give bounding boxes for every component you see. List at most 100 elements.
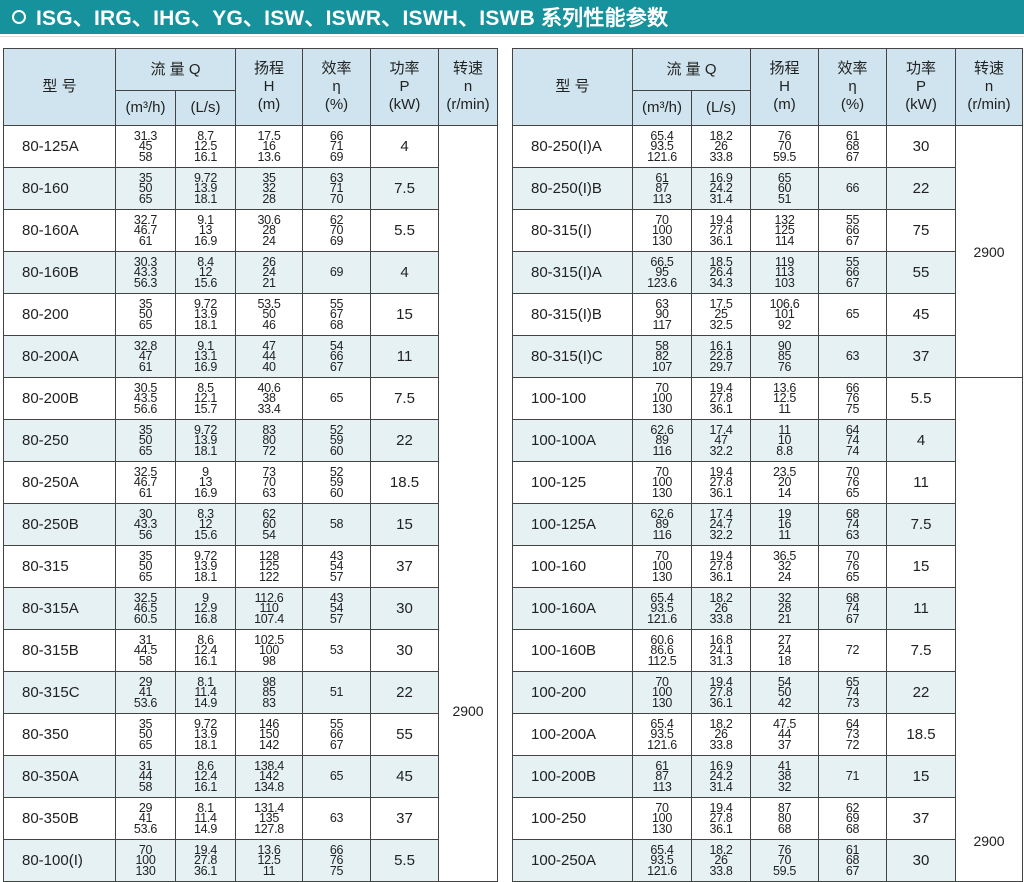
flow-m3h-cell-value: 100 xyxy=(652,685,672,700)
flow-m3h-cell: 30.5 43.5 56.6 xyxy=(115,377,176,420)
head-cell-value: 92 xyxy=(777,317,792,332)
flow-m3h-cell: 62.6 89 116 xyxy=(632,419,692,462)
flow-m3h-cell: 70 100 130 xyxy=(632,797,692,840)
header-flow: 流 量 Q xyxy=(114,48,237,91)
table-row: 100-160 70 100 130 19.4 27.8 36.1 36.5 32 24 70 76 6… xyxy=(512,545,1023,588)
header-eff-symbol: η xyxy=(332,78,341,95)
flow-m3h-cell: 32.5 46.7 61 xyxy=(115,461,176,504)
flow-ls-cell: 9.1 13.1 16.9 xyxy=(174,335,237,378)
head-cell-value: 47.5 xyxy=(772,716,797,731)
flow-ls-cell-value: 36.1 xyxy=(709,485,733,500)
head-cell-value: 54 xyxy=(262,527,276,542)
flow-ls-cell-value: 12.4 xyxy=(193,643,218,658)
model-cell: 100-125 xyxy=(512,461,633,504)
flow-m3h-cell-value: 61 xyxy=(655,758,669,773)
power-cell: 5.5 xyxy=(370,839,440,882)
efficiency-cell-value: 67 xyxy=(845,275,860,290)
model-cell: 80-250 xyxy=(3,419,116,462)
efficiency-cell-value: 68 xyxy=(845,506,860,521)
flow-ls-cell: 9.72 13.9 18.1 xyxy=(174,167,237,210)
efficiency-cell-value: 52 xyxy=(329,422,344,437)
flow-m3h-cell-value: 46.5 xyxy=(133,601,158,616)
power-cell: 15 xyxy=(370,293,440,336)
header-flow-m3h: (m³/h) xyxy=(115,90,176,126)
table-row: 80-250 35 50 65 9.72 13.9 18.1 83 80 72 52 59 60 22 xyxy=(3,419,498,462)
flow-m3h-cell: 70 100 130 xyxy=(115,839,176,882)
flow-m3h-cell-value: 65 xyxy=(138,737,153,752)
efficiency-cell: 65 xyxy=(302,755,372,798)
flow-m3h-cell-value: 121.6 xyxy=(647,863,677,878)
flow-m3h-cell: 65.4 93.5 121.6 xyxy=(632,125,692,168)
efficiency-cell-value: 65 xyxy=(845,674,860,689)
table-row: 80-160A 32.7 46.7 61 9.1 13 16.9 30.6 28 24 62 70 69… xyxy=(3,209,498,252)
head-cell: 102.5 100 98 xyxy=(235,629,304,672)
head-cell-value: 134.8 xyxy=(254,779,284,794)
power-cell: 4 xyxy=(370,125,440,168)
flow-ls-cell-value: 27.8 xyxy=(709,811,733,826)
flow-ls-cell-value: 16.9 xyxy=(709,170,733,185)
efficiency-cell-value: 58 xyxy=(329,517,344,532)
flow-ls-cell: 19.4 27.8 36.1 xyxy=(690,461,752,504)
flow-ls-cell-value: 13.9 xyxy=(193,727,218,742)
efficiency-cell: 70 76 65 xyxy=(818,461,888,504)
efficiency-cell: 66 76 75 xyxy=(818,377,888,420)
efficiency-cell-value: 59 xyxy=(329,475,344,490)
head-cell-value: 33.4 xyxy=(257,401,281,416)
model-cell: 100-200B xyxy=(512,755,633,798)
head-cell-value: 83 xyxy=(262,422,276,437)
flow-ls-cell-value: 16.1 xyxy=(193,779,218,794)
head-cell-value: 32 xyxy=(777,590,792,605)
flow-ls-cell: 16.9 24.2 31.4 xyxy=(690,167,752,210)
flow-ls-cell-value: 18.1 xyxy=(193,569,218,584)
flow-ls-cell-value: 12.5 xyxy=(193,139,218,154)
efficiency-cell-value: 67 xyxy=(329,359,344,374)
header-eff-label: 效率 xyxy=(837,60,868,77)
header-head-symbol: H xyxy=(263,78,275,95)
flow-m3h-cell-value: 100 xyxy=(652,811,672,826)
efficiency-cell-value: 66 xyxy=(329,349,344,364)
head-cell-value: 63 xyxy=(262,485,276,500)
efficiency-cell-value: 51 xyxy=(329,685,344,700)
section-title: ISG、IRG、IHG、YG、ISW、ISWR、ISWH、ISWB 系列性能参数 xyxy=(36,7,669,30)
flow-m3h-cell-value: 65.4 xyxy=(650,716,674,731)
efficiency-cell-value: 57 xyxy=(329,569,344,584)
efficiency-cell: 43 54 57 xyxy=(302,545,372,588)
power-cell: 22 xyxy=(886,167,957,210)
head-cell: 47 44 40 xyxy=(235,335,304,378)
flow-ls-cell-value: 26 xyxy=(714,853,728,868)
flow-ls-cell-value: 19.4 xyxy=(709,548,733,563)
efficiency-cell-value: 59 xyxy=(329,433,344,448)
flow-m3h-cell: 30 43.3 56 xyxy=(115,503,176,546)
efficiency-cell-value: 68 xyxy=(329,317,344,332)
head-cell: 11 10 8.8 xyxy=(750,419,820,462)
header-power-symbol: P xyxy=(399,78,410,95)
head-cell: 36.5 32 24 xyxy=(750,545,820,588)
head-cell-value: 110 xyxy=(259,601,279,616)
power-cell: 11 xyxy=(370,335,440,378)
head-cell-value: 8.8 xyxy=(776,443,793,458)
flow-m3h-cell-value: 130 xyxy=(652,401,672,416)
flow-ls-cell-value: 12.1 xyxy=(193,391,218,406)
table-row: 80-100(I) 70 100 130 19.4 27.8 36.1 13.6 12.5 11 6… xyxy=(3,839,498,882)
model-cell: 100-100 xyxy=(512,377,633,420)
model-cell: 80-250B xyxy=(3,503,116,546)
head-cell-value: 76 xyxy=(777,359,792,374)
flow-ls-cell-value: 16.8 xyxy=(709,632,733,647)
efficiency-cell: 64 74 74 xyxy=(818,419,888,462)
head-cell-value: 21 xyxy=(262,275,276,290)
flow-ls-cell-value: 18.2 xyxy=(709,716,733,731)
flow-m3h-cell-value: 70 xyxy=(655,800,669,815)
flow-m3h-cell-value: 89 xyxy=(655,517,669,532)
table-row: 80-315B 31 44.5 58 8.6 12.4 16.1 102.5 100 98 53 30 xyxy=(3,629,498,672)
flow-ls-cell: 8.4 12 15.6 xyxy=(174,251,237,294)
efficiency-cell-value: 54 xyxy=(329,601,344,616)
flow-ls-cell: 9.72 13.9 18.1 xyxy=(174,419,237,462)
head-cell: 112.6 110 107.4 xyxy=(235,587,304,630)
speed-cell: 2900 xyxy=(955,125,1024,378)
efficiency-cell: 69 xyxy=(302,251,372,294)
flow-ls-cell-value: 16.8 xyxy=(193,611,218,626)
flow-ls-cell-value: 36.1 xyxy=(709,401,733,416)
head-cell-value: 100 xyxy=(259,643,279,658)
head-cell-value: 59.5 xyxy=(772,863,797,878)
flow-m3h-cell: 35 50 65 xyxy=(115,713,176,756)
